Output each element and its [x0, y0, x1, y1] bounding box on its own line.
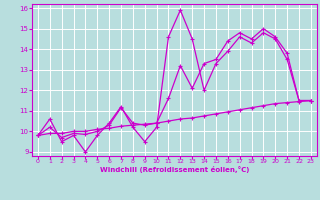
- X-axis label: Windchill (Refroidissement éolien,°C): Windchill (Refroidissement éolien,°C): [100, 166, 249, 173]
